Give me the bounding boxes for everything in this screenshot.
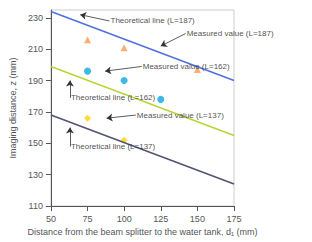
svg-text:170: 170 [28, 107, 43, 117]
svg-text:125: 125 [153, 214, 168, 224]
svg-text:Measured value (L=187): Measured value (L=187) [187, 29, 274, 38]
svg-text:190: 190 [28, 76, 43, 86]
svg-text:110: 110 [29, 201, 43, 211]
svg-text:230: 230 [28, 13, 43, 23]
svg-text:Theoretical line (L=137): Theoretical line (L=137) [71, 142, 156, 151]
svg-text:Measured value (L=162): Measured value (L=162) [143, 62, 230, 71]
svg-text:Theoretical line (L=162): Theoretical line (L=162) [71, 93, 156, 102]
svg-text:130: 130 [28, 170, 43, 180]
svg-text:210: 210 [28, 44, 43, 54]
svg-text:Imaging distance, z (mm): Imaging distance, z (mm) [8, 57, 18, 158]
svg-text:Theoretical line (L=187): Theoretical line (L=187) [111, 16, 196, 25]
svg-text:Distance from the beam splitte: Distance from the beam splitter to the w… [27, 227, 257, 237]
svg-text:150: 150 [28, 138, 43, 148]
svg-text:Measured value (L=137): Measured value (L=137) [137, 111, 224, 120]
svg-text:175: 175 [226, 214, 241, 224]
svg-text:50: 50 [46, 214, 56, 224]
svg-text:100: 100 [117, 214, 132, 224]
svg-text:150: 150 [190, 214, 205, 224]
svg-text:75: 75 [83, 214, 93, 224]
